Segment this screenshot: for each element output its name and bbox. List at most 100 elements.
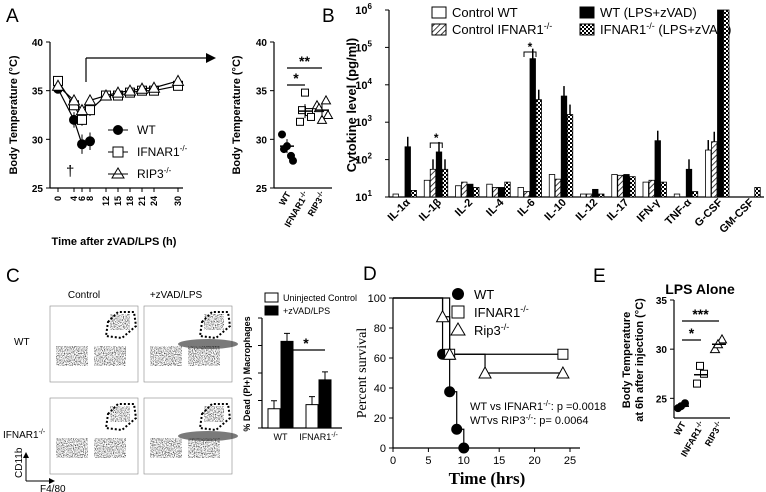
a-x-tick-label: 30	[173, 196, 183, 206]
b-bar-2	[498, 187, 505, 198]
b-bar-1	[429, 168, 437, 198]
c-bar-0	[305, 404, 319, 429]
a-ylabel: Body Temperature (°C)	[8, 55, 20, 174]
legend-uninjected: Uninjected Control	[283, 293, 357, 303]
a-point-WT	[85, 136, 95, 147]
flow-cloud-2	[56, 406, 130, 458]
d-point-wt	[444, 386, 456, 398]
d-point-rip3	[556, 365, 570, 379]
b-cat-label-3: IL-4	[484, 196, 507, 219]
wt-death-dagger: †	[66, 163, 74, 180]
panel-letter-e: E	[593, 266, 606, 287]
a2-point-IFNAR1	[301, 88, 309, 97]
b-bar-3	[441, 168, 449, 198]
panel-c-flow-plots: Control +zVAD/LPS WT IFNAR1-/- CD11b F4/…	[3, 290, 238, 492]
b-bar-1	[523, 191, 530, 198]
b-cat-label-11: GM-CSF	[717, 196, 756, 235]
legend-control-ifnar-swatch	[431, 23, 447, 36]
a-point-RIP3-/-	[123, 84, 137, 96]
panel-letter-c: C	[6, 266, 20, 287]
b-bar-2	[685, 168, 693, 198]
a2-sig2-label: **	[299, 53, 310, 69]
e-point-RIP3	[709, 343, 721, 354]
legend-d-ifnar-marker	[451, 305, 465, 319]
a2-tick-label: 30	[256, 135, 268, 146]
b-cat-label-0: IL-1α	[386, 196, 413, 223]
legend-rip3-marker	[111, 167, 125, 179]
a2-cat-label-0: WT	[277, 190, 293, 208]
flow-col-treated: +zVAD/LPS	[150, 290, 203, 301]
legend-treated-swatch	[264, 305, 279, 316]
flow-cloud-band	[178, 339, 238, 349]
b-bar-3	[566, 114, 574, 198]
b-tick-label: 101	[355, 189, 372, 204]
d-point-rip3	[442, 347, 457, 360]
e-cat-label-0: WT	[672, 420, 688, 438]
a-point-RIP3-/-	[67, 93, 81, 106]
b-bar-2	[467, 183, 474, 198]
b-bar-2	[560, 95, 568, 198]
d-point-wt	[458, 442, 470, 454]
panel-a-scatter-chart: Body Temperature (°C) 25303540WTIFNAR1-/…	[231, 38, 334, 229]
b-bar-0	[642, 181, 649, 198]
b-bar-2	[592, 188, 599, 198]
c-legend: Uninjected Control +zVAD/LPS	[264, 292, 357, 316]
flow-row-wt: WT	[14, 337, 30, 348]
b-tick-label: 103	[355, 114, 372, 129]
flow-axis-f480: F4/80	[40, 484, 66, 492]
b-cat-label-6: IL-12	[574, 197, 601, 224]
flow-col-control: Control	[68, 290, 100, 301]
flow-gate-2	[104, 403, 138, 432]
a-tick-label: 30	[32, 135, 44, 146]
c-bar-0	[267, 408, 281, 429]
d-point-rip3	[478, 365, 492, 379]
e-ylabel-2: at 6h after injection (°C)	[634, 298, 646, 422]
a2-point-IFNAR1	[307, 112, 315, 121]
a-point-RIP3-/-	[135, 82, 149, 94]
e-tick-label: 25	[656, 394, 668, 405]
c-sig-label: *	[303, 335, 309, 351]
d-x-tick-label: 10	[458, 455, 470, 467]
b-bar-1	[492, 187, 499, 198]
d-y-tick-label: 80	[374, 323, 386, 335]
legend-rip3-label: RIP3-/-	[137, 166, 172, 181]
d-x-tick-label: 25	[564, 455, 576, 467]
panel-a-line-chart: Body Temperature (°C) Time after zVAD/LP…	[8, 38, 216, 248]
d-y-tick-label: 60	[374, 353, 386, 365]
legend-d-wt-marker	[452, 288, 464, 300]
legend-wt-lps: WT (LPS+zVAD)	[600, 5, 697, 20]
flow-cloud-high	[110, 314, 130, 330]
d-x-tick-label: 0	[390, 455, 396, 467]
e-point-INFAR1	[700, 369, 708, 378]
c-bar-1	[318, 379, 332, 429]
b-cat-label-7: IL-17	[605, 197, 632, 224]
b-bar-3	[660, 181, 667, 198]
flow-cloud-low	[188, 346, 220, 366]
b-bar-3	[504, 181, 511, 198]
d-x-tick-label: 5	[425, 455, 431, 467]
e-cat-label-2: RIP3-/-	[703, 419, 725, 448]
e-tick-label: 35	[656, 296, 668, 307]
a-legend: WT IFNAR1-/- RIP3-/-	[108, 123, 188, 181]
b-bar-0	[673, 193, 681, 198]
legend-uninjected-swatch	[264, 292, 279, 303]
d-point-rip3	[435, 309, 450, 323]
a-point-RIP3-/-	[99, 88, 113, 101]
c-ylabel: % Dead (PI+) Macrophages	[242, 316, 252, 431]
a2-cat-label-2: RIP3-/-	[306, 189, 328, 218]
flow-cloud-low	[188, 438, 220, 458]
b-cat-label-9: TNF-α	[663, 196, 694, 227]
b-bar-1	[586, 193, 593, 198]
a-point-RIP3-/-	[111, 86, 125, 98]
d-stat-1: WT vs IFNAR1-/-: p =0.0018	[470, 399, 606, 413]
a-point-RIP3-/-	[171, 74, 185, 86]
a2-point-WT	[278, 130, 286, 139]
b-tick-label: 106	[355, 2, 372, 17]
c-cat-label-0: WT	[274, 432, 288, 442]
panel-b-cytokine-chart: Cytokine level (pg/ml) Control WT Contro…	[344, 2, 764, 236]
legend-d-ifnar: IFNAR1-/-	[474, 304, 529, 320]
a-x-tick-label: 24	[149, 196, 159, 206]
b-tick-label: 105	[355, 39, 372, 54]
b-cat-label-8: IFN-γ	[635, 196, 664, 225]
d-xlabel: Time (hrs)	[449, 469, 526, 488]
